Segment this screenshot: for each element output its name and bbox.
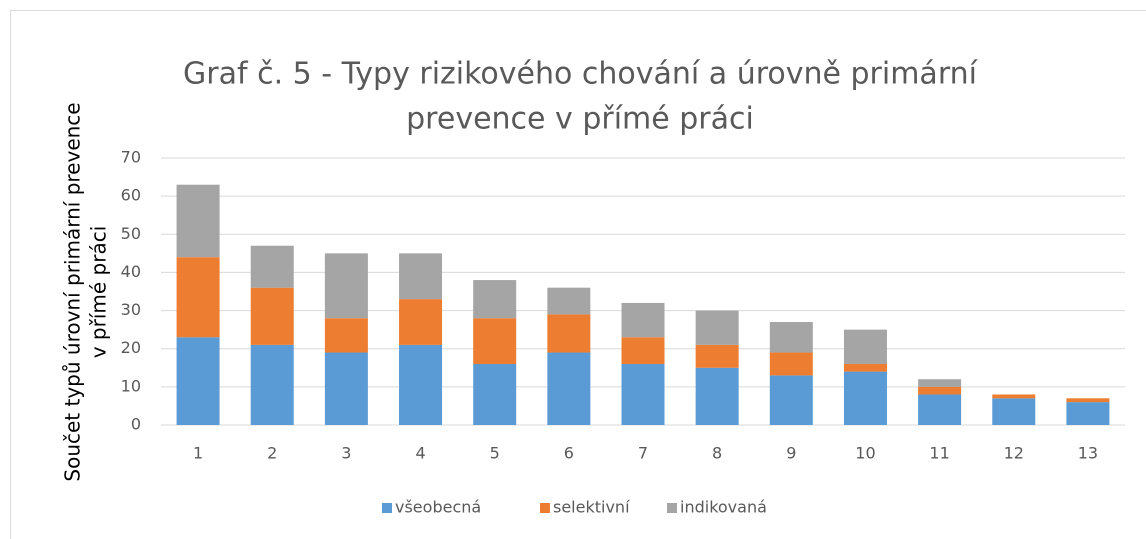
- bar-segment: [176, 184, 220, 258]
- y-axis-label: v přímé práci: [87, 226, 111, 359]
- x-tick-label: 7: [638, 444, 648, 463]
- bar-segment: [473, 280, 517, 319]
- bar-segment: [250, 344, 294, 425]
- y-axis-label: Součet typů úrovní primární prevence: [61, 102, 85, 481]
- x-tick-label: 3: [341, 444, 351, 463]
- bar-segment: [399, 253, 443, 300]
- x-tick-label: 5: [490, 444, 500, 463]
- bar-segment: [473, 363, 517, 425]
- bar-segment: [324, 352, 368, 425]
- bar-segment: [918, 386, 962, 395]
- bar-segment: [918, 394, 962, 425]
- bar-segment: [843, 363, 887, 372]
- bar-segment: [176, 257, 220, 338]
- bar-segment: [992, 394, 1036, 399]
- bar-segment: [695, 367, 739, 425]
- bar-segment: [176, 337, 220, 425]
- legend-swatch: [540, 503, 550, 513]
- x-tick-label: 6: [564, 444, 574, 463]
- chart-title: Graf č. 5 - Typy rizikového chování a úr…: [183, 57, 979, 92]
- bar-segment: [473, 318, 517, 364]
- bar-segment: [621, 302, 665, 338]
- bar-segment: [547, 352, 591, 425]
- bar-segment: [547, 287, 591, 315]
- y-tick-label: 30: [121, 300, 141, 319]
- x-tick-label: 11: [929, 444, 949, 463]
- y-tick-label: 70: [121, 148, 141, 167]
- x-tick-label: 9: [786, 444, 796, 463]
- legend-swatch: [382, 503, 392, 513]
- bar-segment: [621, 363, 665, 425]
- bar-segment: [324, 253, 368, 319]
- x-tick-label: 8: [712, 444, 722, 463]
- x-tick-label: 1: [193, 444, 203, 463]
- legend-label: selektivní: [553, 498, 630, 517]
- bar-segment: [843, 371, 887, 425]
- y-tick-label: 60: [121, 186, 141, 205]
- y-tick-label: 50: [121, 224, 141, 243]
- bar-segment: [399, 299, 443, 345]
- bar-segment: [399, 344, 443, 425]
- bar-segment: [250, 245, 294, 288]
- legend-label: všeobecná: [395, 498, 481, 517]
- x-tick-label: 13: [1078, 444, 1098, 463]
- y-tick-label: 0: [131, 415, 141, 434]
- y-tick-label: 40: [121, 262, 141, 281]
- bar-segment: [769, 375, 813, 425]
- x-tick-label: 12: [1004, 444, 1024, 463]
- legend-swatch: [667, 503, 677, 513]
- bar-segment: [547, 314, 591, 353]
- bar-segment: [1066, 402, 1110, 425]
- bar-segment: [843, 329, 887, 364]
- bar-segment: [992, 398, 1036, 425]
- bar-segment: [695, 344, 739, 368]
- bar-segment: [695, 310, 739, 345]
- y-tick-label: 10: [121, 376, 141, 395]
- bar-segment: [324, 318, 368, 353]
- legend-label: indikovaná: [680, 498, 767, 517]
- bar-segment: [250, 287, 294, 345]
- bar-segment: [918, 379, 962, 387]
- chart-title: prevence v přímé práci: [406, 102, 754, 137]
- x-tick-label: 10: [855, 444, 875, 463]
- bar-segment: [1066, 398, 1110, 403]
- x-tick-label: 4: [415, 444, 425, 463]
- bar-segment: [621, 337, 665, 364]
- bar-segment: [769, 352, 813, 376]
- y-tick-label: 20: [121, 338, 141, 357]
- bar-segment: [769, 322, 813, 353]
- x-tick-label: 2: [267, 444, 277, 463]
